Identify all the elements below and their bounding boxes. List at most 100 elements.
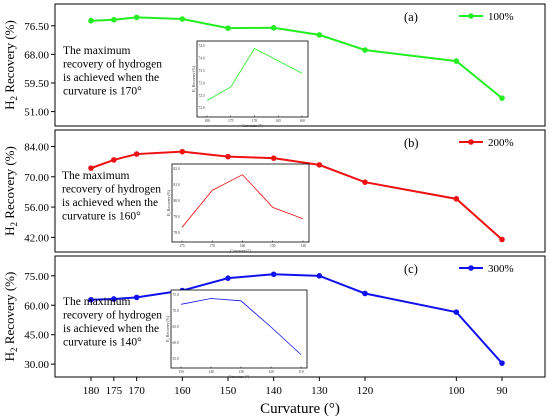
inset-y-label: H₂ Recovery (%) [192, 65, 196, 92]
annotation-line: is achieved when the [63, 72, 159, 84]
inset-x-label: Curvature (°) [230, 249, 251, 253]
y-tick-label: 30.00 [24, 359, 49, 371]
y-axis-label: H2 Recovery (%) [2, 20, 19, 110]
data-point [225, 275, 231, 281]
annotation-line: curvature is 160° [62, 211, 141, 223]
inset-series-line [206, 47, 303, 101]
panel-1: 76.50 68.00 59.50 51.00 H2 Recovery (%) (a) 10… [2, 3, 546, 128]
data-point [225, 153, 231, 160]
inset-y-tick-label: 75.0 [173, 293, 179, 297]
data-point [362, 47, 368, 53]
inset-x-tick-label: 110 [298, 370, 303, 374]
annotation-line: recovery of hydrogen [62, 184, 161, 196]
annotation-line: curvature is 170° [63, 86, 142, 98]
y-tick-label: 76.50 [24, 21, 49, 33]
x-tick-label: 160 [174, 385, 191, 397]
data-point [179, 16, 186, 22]
legend-marker [468, 139, 474, 145]
y-label-subscript: 2 [9, 96, 19, 101]
y-label-rest: Recovery (%) [2, 20, 17, 96]
y-tick-label: 75.00 [24, 271, 49, 283]
legend-marker [468, 13, 474, 19]
data-point [270, 155, 277, 161]
x-tick-label: 140 [265, 385, 282, 397]
y-axis-label: H2 Recovery (%) [2, 272, 19, 362]
inset-y-tick-label: 74.0 [199, 57, 205, 61]
data-point [111, 16, 117, 23]
inset-x-tick-label: 180 [204, 119, 210, 123]
series-line [90, 273, 503, 364]
annotation-line: recovery of hydrogen [63, 310, 162, 322]
inset-x-tick-label: 130 [238, 370, 244, 374]
data-point [111, 157, 117, 163]
panel-frame [54, 3, 546, 127]
annotation-line: curvature is 140° [63, 337, 142, 349]
panel-label: (b) [404, 136, 419, 150]
inset-y-tick-label: 79.0 [174, 215, 180, 219]
inset-chart: 150 140 130 120 110 75.0 70.0 65.0 60.0 55.0 Curva… [166, 289, 308, 379]
inset-frame [171, 163, 310, 243]
inset-chart: 180 175 170 165 160 74.5 74.0 73.5 73.0 72.5 72.0 C… [192, 40, 309, 128]
x-tick-label: 170 [128, 385, 145, 397]
inset-series-line [180, 298, 302, 355]
x-tick-label: 130 [311, 385, 328, 397]
x-tick-label: 100 [448, 385, 465, 397]
inset-y-label: H₂ Recovery (%) [166, 315, 170, 342]
inset-series-line [181, 174, 304, 228]
inset-x-label: Curvature (°) [229, 375, 250, 379]
inset-x-tick-label: 160 [240, 244, 246, 248]
y-label-rest: Recovery (%) [2, 146, 17, 222]
data-point [499, 236, 505, 243]
inset-frame [170, 289, 308, 369]
annotation-line: is achieved when the [63, 323, 159, 335]
inset-x-tick-label: 170 [210, 244, 216, 248]
data-point [453, 309, 460, 315]
data-point [362, 179, 368, 185]
x-tick-label: 120 [357, 385, 374, 397]
inset-y-tick-label: 60.0 [173, 341, 179, 345]
data-point [111, 296, 117, 302]
legend-marker [468, 265, 474, 271]
annotation-line: recovery of hydrogen [63, 59, 162, 71]
inset-x-tick-label: 140 [300, 244, 306, 248]
inset-chart: 175 170 160 150 140 82.0 81.0 80.0 79.0 78.0 Curva… [167, 163, 310, 253]
inset-y-tick-label: 70.0 [173, 309, 179, 313]
legend: 200% [459, 137, 514, 149]
inset-x-tick-label: 160 [299, 119, 305, 123]
y-label-subscript: 2 [9, 222, 19, 227]
y-label-rest: Recovery (%) [2, 272, 17, 348]
y-tick-label: 45.00 [24, 330, 49, 342]
x-axis-label: Curvature (°) [260, 401, 340, 417]
panel-3: 75.00 60.00 45.00 30.00 H2 Recovery (%) (c) 30… [2, 255, 546, 379]
inset-x-label: Curvature (°) [242, 124, 263, 128]
y-tick-label: 60.00 [24, 300, 49, 312]
inset-y-tick-label: 72.5 [199, 94, 205, 98]
inset-x-tick-label: 150 [178, 370, 184, 374]
inset-y-label: H₂ Recovery (%) [167, 189, 171, 216]
y-label-h: H [2, 352, 17, 361]
inset-x-tick-label: 175 [228, 119, 234, 123]
data-point [179, 148, 186, 155]
x-tick-label: 150 [220, 385, 237, 397]
inset-x-tick-label: 140 [208, 370, 214, 374]
data-point [453, 196, 460, 202]
inset-y-tick-label: 74.5 [199, 44, 205, 48]
data-point [225, 25, 231, 31]
y-tick-label: 42.00 [24, 232, 49, 244]
y-tick-label: 70.00 [24, 172, 49, 184]
data-point [270, 24, 277, 31]
x-tick-label: 175 [106, 385, 123, 397]
data-point [499, 95, 505, 101]
y-tick-label: 56.00 [24, 202, 49, 214]
data-point [88, 165, 94, 171]
inset-y-tick-label: 55.0 [173, 357, 179, 361]
data-point [133, 294, 140, 301]
legend-label: 100% [488, 11, 514, 23]
y-tick-label: 59.50 [24, 78, 49, 90]
data-point [133, 151, 140, 157]
x-tick-label: 90 [497, 385, 509, 397]
data-point [316, 162, 323, 168]
inset-x-tick-label: 175 [179, 244, 185, 248]
x-axis: 180 175 170 160 150 140 130 120 100 90 Curvature (… [83, 377, 508, 417]
data-point [453, 58, 460, 64]
